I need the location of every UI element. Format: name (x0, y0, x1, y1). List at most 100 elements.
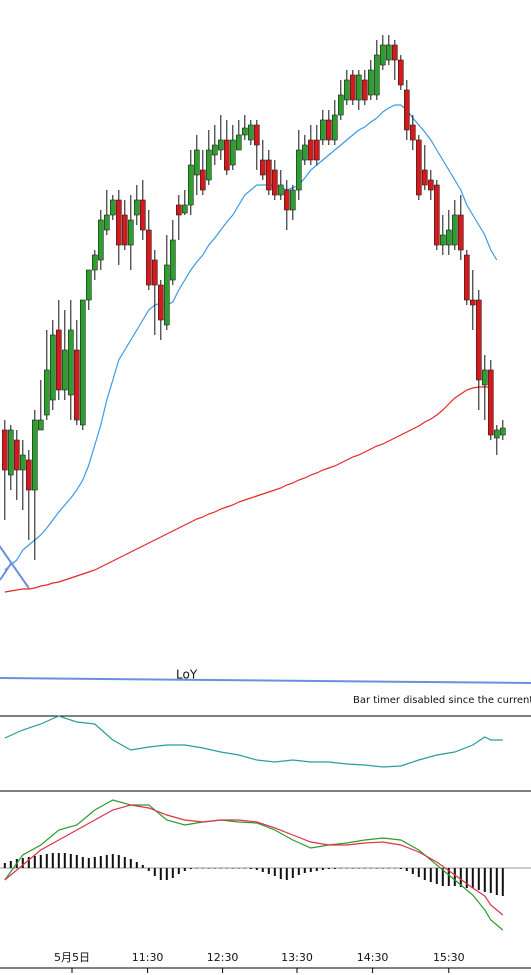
histogram-bar (225, 868, 228, 869)
histogram-bar (447, 868, 450, 886)
candle-body (391, 44, 398, 61)
histogram-bar (429, 868, 432, 882)
candle-body (367, 69, 374, 96)
histogram-bar (453, 868, 456, 886)
candle-body (242, 127, 248, 136)
candle-body (331, 114, 338, 141)
candle-body (140, 199, 146, 231)
candle-body (439, 234, 446, 246)
candle-body (493, 429, 500, 439)
histogram-bar (237, 868, 240, 869)
candle-body (206, 149, 212, 181)
histogram-bar (123, 857, 126, 868)
histogram-bar (471, 868, 474, 888)
candle-body (397, 59, 404, 86)
candle-body (170, 239, 176, 281)
candle-body (475, 299, 482, 381)
candle-body (218, 139, 224, 151)
candle-body (385, 44, 392, 61)
histogram-bar (273, 868, 276, 876)
histogram-bar (63, 853, 66, 868)
histogram-bar (159, 868, 162, 880)
candle-body (1, 429, 8, 471)
candle-body (307, 139, 314, 161)
histogram-bar (207, 868, 210, 869)
x-tick-label: 5月5日 (54, 951, 90, 964)
status-text: Bar timer disabled since the current t (353, 695, 531, 706)
histogram-bar (375, 868, 378, 869)
histogram-bar (219, 868, 222, 869)
histogram-bar (147, 868, 150, 871)
candle-body (61, 349, 68, 391)
histogram-bar (243, 868, 246, 869)
histogram-bar (405, 868, 408, 871)
histogram-bar (465, 868, 468, 888)
x-tick-label: 12:30 (207, 951, 239, 964)
histogram-bar (249, 868, 252, 869)
histogram-bar (135, 862, 138, 868)
histogram-bar (21, 858, 24, 868)
candle-body (355, 74, 362, 101)
moving-average (4, 104, 498, 571)
histogram-bar (105, 855, 108, 868)
histogram-bar (141, 865, 144, 868)
candle-body (98, 219, 104, 261)
candle-body (421, 169, 428, 186)
histogram-bar (189, 868, 192, 869)
histogram-bar (315, 868, 318, 871)
candle-body (481, 369, 488, 386)
histogram-bar (129, 859, 132, 868)
candle-body (337, 94, 344, 116)
candle-body (152, 259, 158, 286)
candle-body (409, 124, 416, 141)
candle-body (25, 459, 32, 491)
histogram-bar (33, 856, 36, 868)
trend-line (0, 544, 30, 589)
candle-body (379, 44, 386, 66)
x-tick-label: 15:30 (433, 951, 465, 964)
candle-body (433, 184, 440, 246)
histogram-bar (165, 868, 168, 880)
histogram-bar (435, 868, 438, 884)
histogram-bar (201, 868, 204, 869)
macd-line (4, 799, 504, 931)
loy-label: LoY (176, 668, 198, 682)
histogram-bar (93, 857, 96, 868)
macd-line (4, 804, 504, 916)
histogram-bar (351, 868, 354, 869)
candle-body (37, 419, 44, 431)
histogram-bar (39, 855, 42, 868)
candle-body (86, 269, 92, 301)
candle-body (283, 189, 290, 211)
candle-body (313, 139, 320, 161)
histogram-bar (195, 868, 198, 869)
histogram-bar (483, 868, 486, 892)
histogram-bar (333, 868, 336, 869)
histogram-bar (285, 868, 288, 880)
histogram-bar (75, 855, 78, 868)
candle-body (224, 139, 230, 171)
histogram-bar (279, 868, 282, 879)
candle-body (158, 284, 164, 321)
histogram-bar (267, 868, 270, 874)
histogram-bar (327, 868, 330, 869)
candle-body (373, 54, 380, 96)
histogram-bar (417, 868, 420, 877)
candle-body (236, 134, 242, 151)
candle-body (68, 329, 74, 396)
histogram-bar (387, 868, 390, 869)
candle-body (361, 79, 368, 101)
x-tick-label: 14:30 (357, 951, 389, 964)
histogram-bar (213, 868, 216, 869)
candle-body (325, 119, 332, 141)
candle-body (469, 299, 476, 306)
histogram-bar (303, 868, 306, 873)
indicator-line (4, 715, 503, 768)
histogram-bar (297, 868, 300, 875)
candle-body (122, 214, 128, 246)
histogram-bar (231, 868, 234, 869)
histogram-bar (309, 868, 312, 872)
candle-body (457, 214, 464, 251)
candle-body (277, 184, 284, 196)
